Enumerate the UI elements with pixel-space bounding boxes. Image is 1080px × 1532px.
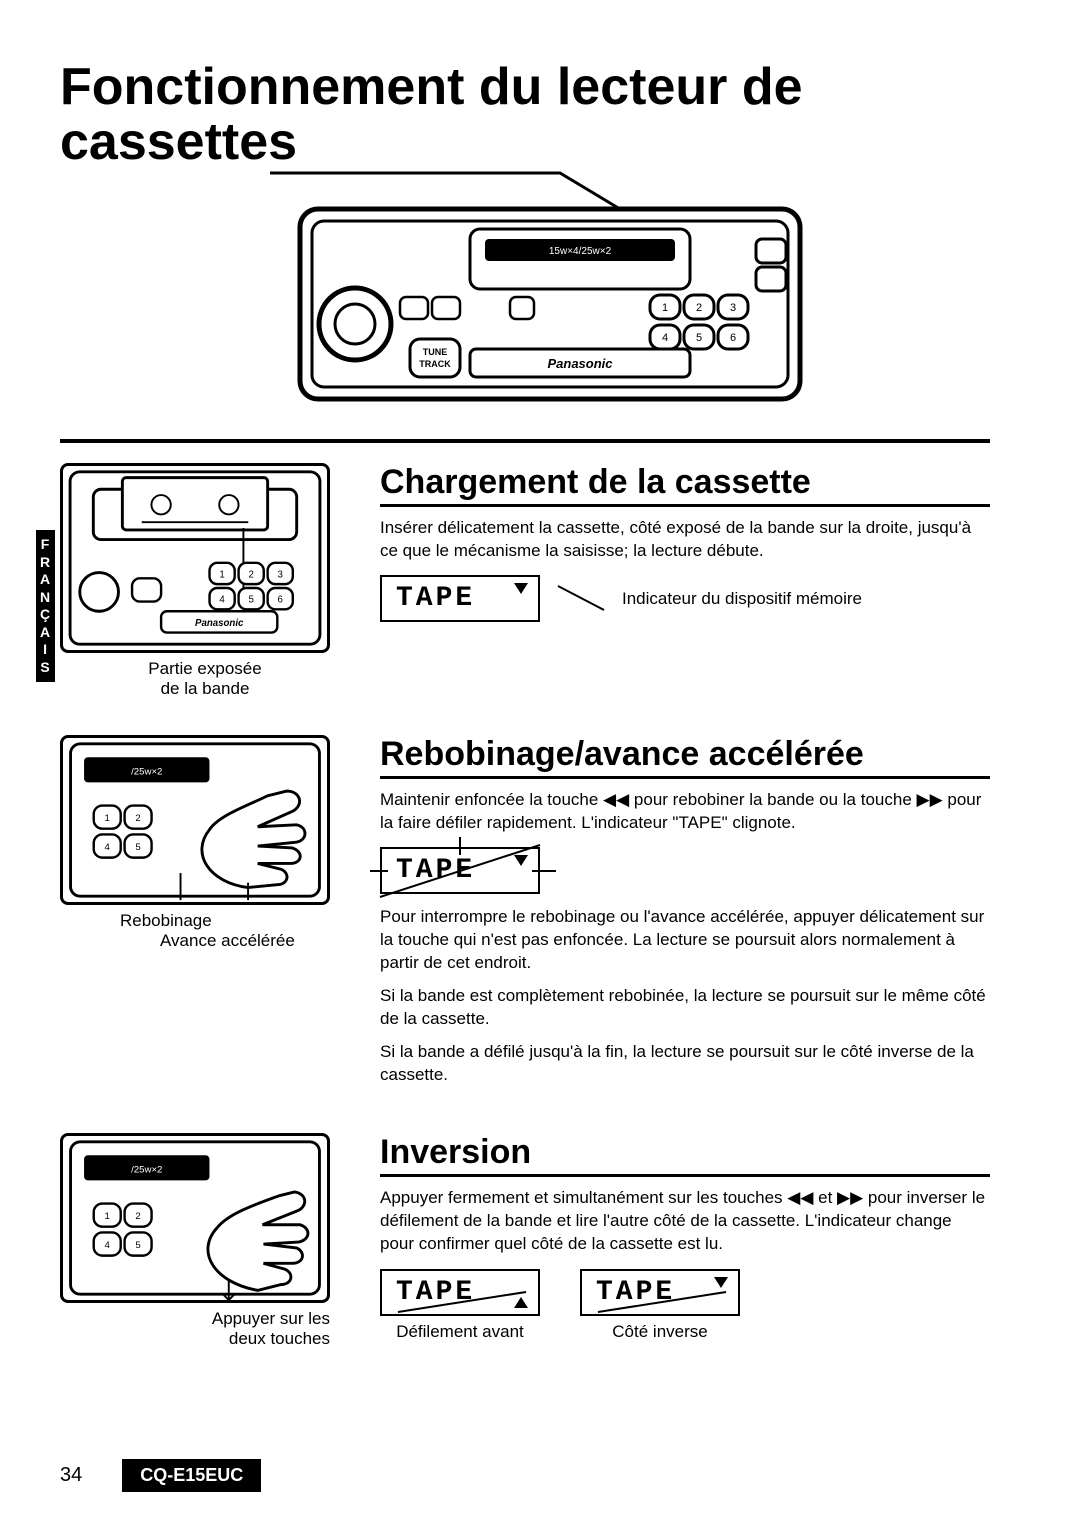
text-rewind-2: Pour interrompre le rebobinage ou l'avan… bbox=[380, 906, 990, 975]
figure-inversion: /25w×2 1 2 4 5 Appuyer sur les deux touc… bbox=[60, 1133, 350, 1349]
lcd-tape-rewind: TAPE bbox=[380, 847, 540, 894]
lcd-tape-loading: TAPE bbox=[380, 575, 540, 622]
svg-text:4: 4 bbox=[219, 595, 225, 606]
language-side-label: F R A N Ç A I S bbox=[36, 530, 55, 682]
page-number: 34 bbox=[60, 1464, 82, 1487]
svg-text:1: 1 bbox=[105, 1211, 110, 1222]
svg-text:/25w×2: /25w×2 bbox=[131, 1164, 162, 1175]
heading-rewind: Rebobinage/avance accélérée bbox=[380, 735, 990, 779]
svg-text:4: 4 bbox=[662, 332, 668, 344]
svg-text:15w×4/25w×2: 15w×4/25w×2 bbox=[549, 246, 612, 257]
figure-loading-caption: Partie exposée de la bande bbox=[60, 659, 350, 699]
svg-text:2: 2 bbox=[248, 570, 253, 581]
text-rewind-3: Si la bande est complètement rebobinée, … bbox=[380, 985, 990, 1031]
text-inversion: Appuyer fermement et simultanément sur l… bbox=[380, 1187, 990, 1256]
svg-text:5: 5 bbox=[135, 842, 140, 853]
svg-text:4: 4 bbox=[105, 842, 111, 853]
svg-text:5: 5 bbox=[248, 595, 253, 606]
figure-inversion-caption: Appuyer sur les deux touches bbox=[60, 1309, 350, 1349]
heading-loading: Chargement de la cassette bbox=[380, 463, 990, 507]
svg-text:6: 6 bbox=[278, 595, 283, 606]
figure-rewind-caption: Rebobinage Avance accélérée bbox=[60, 911, 350, 951]
triangle-down-icon bbox=[514, 583, 528, 594]
lcd-tape-forward: TAPE bbox=[380, 1269, 540, 1316]
svg-text:3: 3 bbox=[278, 570, 283, 581]
model-badge: CQ-E15EUC bbox=[122, 1459, 261, 1492]
svg-text:/25w×2: /25w×2 bbox=[131, 767, 162, 778]
svg-text:TRACK: TRACK bbox=[419, 359, 451, 369]
svg-text:2: 2 bbox=[135, 813, 140, 824]
svg-text:5: 5 bbox=[696, 332, 702, 344]
svg-text:1: 1 bbox=[105, 813, 110, 824]
svg-text:3: 3 bbox=[730, 302, 736, 314]
triangle-up-icon bbox=[514, 1297, 528, 1308]
svg-text:1: 1 bbox=[662, 302, 668, 314]
section-rewind: /25w×2 1 2 4 5 Rebobinage Avance accélér… bbox=[60, 735, 990, 1096]
section-inversion: /25w×2 1 2 4 5 Appuyer sur les deux touc… bbox=[60, 1133, 990, 1349]
figure-loading: 1 2 3 4 5 6 Panasonic Partie exposée de … bbox=[60, 463, 350, 699]
hero-radio-figure: TUNE TRACK 15w×4/25w×2 1 2 3 4 5 6 bbox=[260, 169, 990, 419]
svg-text:1: 1 bbox=[219, 570, 224, 581]
svg-text:TUNE: TUNE bbox=[423, 347, 448, 357]
svg-text:6: 6 bbox=[730, 332, 736, 344]
page-footer: 34 CQ-E15EUC bbox=[60, 1459, 261, 1492]
svg-text:2: 2 bbox=[696, 302, 702, 314]
lcd-caption-forward: Défilement avant bbox=[396, 1322, 524, 1342]
triangle-down-icon bbox=[514, 855, 528, 866]
svg-text:4: 4 bbox=[105, 1240, 111, 1251]
figure-rewind: /25w×2 1 2 4 5 Rebobinage Avance accélér… bbox=[60, 735, 350, 1096]
lcd-note-loading: Indicateur du dispositif mémoire bbox=[622, 589, 862, 609]
text-rewind-4: Si la bande a défilé jusqu'à la fin, la … bbox=[380, 1041, 990, 1087]
lcd-caption-reverse: Côté inverse bbox=[612, 1322, 707, 1342]
page-title: Fonctionnement du lecteur de cassettes bbox=[60, 60, 990, 169]
pointer-line-icon bbox=[556, 584, 606, 614]
triangle-down-icon bbox=[714, 1277, 728, 1288]
text-rewind-1: Maintenir enfoncée la touche ◀◀ pour reb… bbox=[380, 789, 990, 835]
lcd-tape-reverse: TAPE bbox=[580, 1269, 740, 1316]
svg-text:Panasonic: Panasonic bbox=[547, 356, 613, 371]
svg-text:5: 5 bbox=[135, 1240, 140, 1251]
section-loading: 1 2 3 4 5 6 Panasonic Partie exposée de … bbox=[60, 463, 990, 699]
svg-text:2: 2 bbox=[135, 1211, 140, 1222]
heading-inversion: Inversion bbox=[380, 1133, 990, 1177]
svg-text:Panasonic: Panasonic bbox=[195, 618, 244, 629]
text-loading: Insérer délicatement la cassette, côté e… bbox=[380, 517, 990, 563]
horizontal-rule bbox=[60, 439, 990, 443]
